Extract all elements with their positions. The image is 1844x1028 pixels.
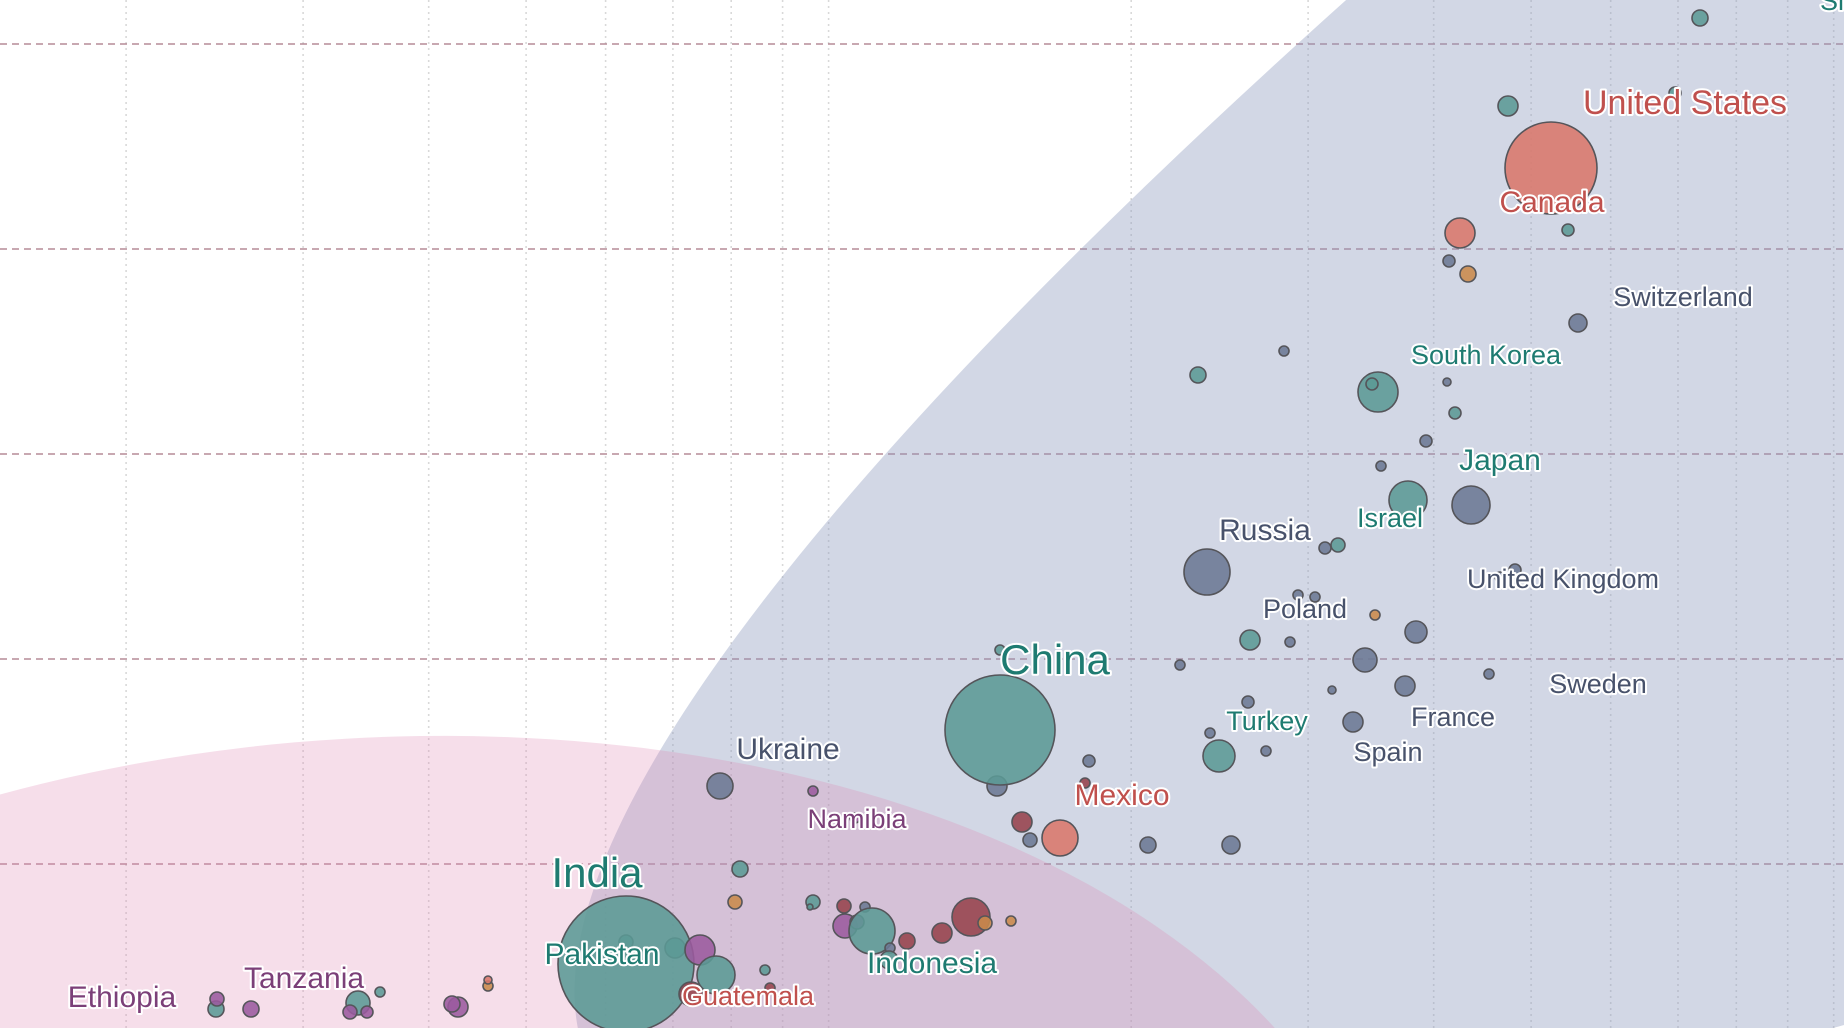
svg-text:Mexico: Mexico [1074,779,1169,812]
svg-text:Ukraine: Ukraine [736,733,839,766]
svg-text:Sweden: Sweden [1549,669,1647,699]
svg-text:Israel: Israel [1357,503,1423,533]
svg-text:India: India [551,849,643,896]
svg-text:Namibia: Namibia [807,804,907,834]
svg-text:Tanzania: Tanzania [244,962,364,995]
svg-text:Canada: Canada [1499,186,1604,219]
svg-text:Russia: Russia [1219,514,1311,547]
svg-text:Poland: Poland [1263,594,1347,624]
svg-text:Guatemala: Guatemala [682,981,815,1011]
svg-text:United States: United States [1583,84,1787,122]
svg-text:Singapore: Singapore [1820,0,1844,16]
svg-text:South Korea: South Korea [1411,340,1562,370]
svg-text:Indonesia: Indonesia [867,947,997,980]
svg-text:France: France [1411,702,1495,732]
svg-text:Ethiopia: Ethiopia [68,981,177,1014]
svg-text:Turkey: Turkey [1226,706,1308,736]
svg-text:Switzerland: Switzerland [1613,282,1753,312]
svg-text:China: China [1000,636,1110,683]
svg-text:Spain: Spain [1353,737,1422,767]
svg-text:Pakistan: Pakistan [544,938,659,971]
svg-text:Japan: Japan [1459,444,1541,477]
svg-text:United Kingdom: United Kingdom [1467,564,1659,594]
